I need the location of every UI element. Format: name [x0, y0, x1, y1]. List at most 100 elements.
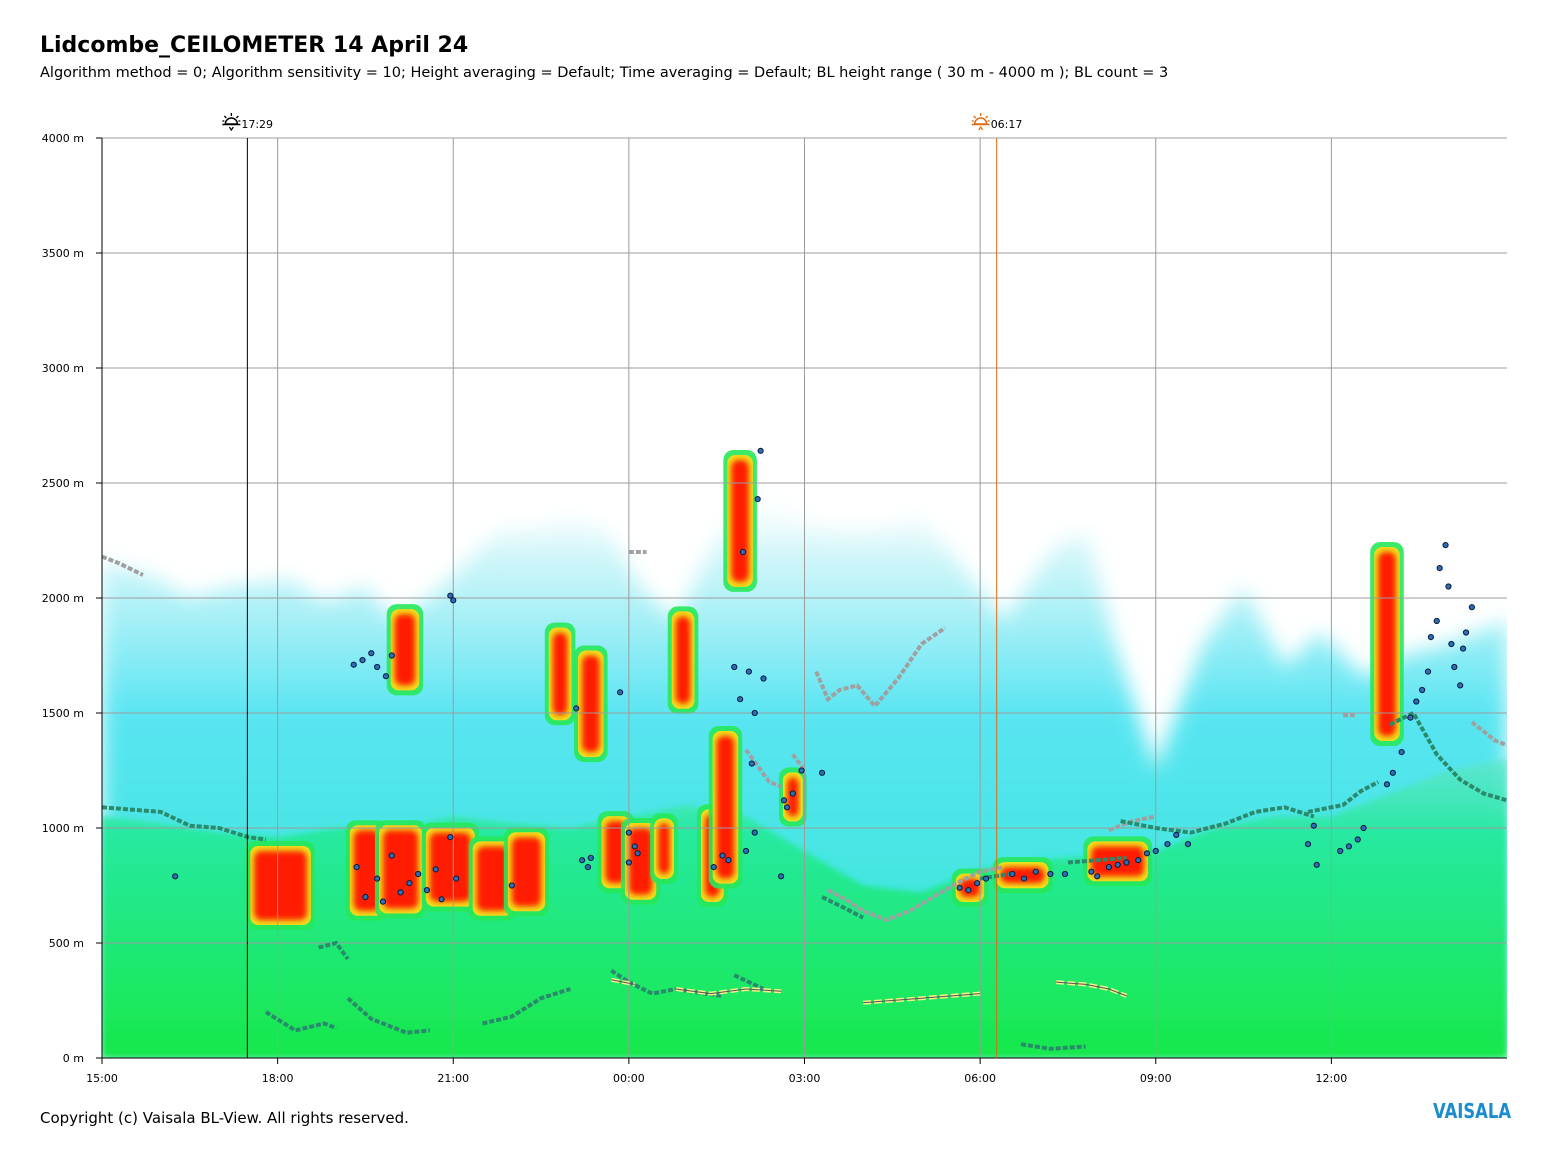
sunrise-icon-arrow: [979, 127, 983, 130]
cloud-base-marker: [1338, 848, 1343, 853]
cloud-base-marker: [1425, 669, 1430, 674]
cloud-base-marker: [416, 871, 421, 876]
cloud-base-marker: [1124, 860, 1129, 865]
cloud-base-marker: [439, 897, 444, 902]
x-tick-label: 21:00: [437, 1072, 469, 1085]
y-tick-label: 500 m: [49, 937, 84, 950]
cloud-base-marker: [351, 662, 356, 667]
sunset-icon-arrow: [229, 127, 233, 130]
copyright-text: Copyright (c) Vaisala BL-View. All right…: [40, 1109, 409, 1127]
cloud-base-marker: [1446, 584, 1451, 589]
cloud-base-marker: [588, 855, 593, 860]
x-tick-label: 00:00: [613, 1072, 645, 1085]
cloud-base-marker: [1463, 630, 1468, 635]
sunrise-icon: [972, 113, 990, 130]
x-tick-label: 18:00: [262, 1072, 294, 1085]
cloud-base-marker: [755, 497, 760, 502]
cloud-base-marker: [389, 853, 394, 858]
cloud-base-marker: [448, 835, 453, 840]
cloud-base-marker: [1434, 618, 1439, 623]
high-backscatter-patch: [395, 614, 415, 685]
cloud-base-marker: [1428, 635, 1433, 640]
cloud-base-marker: [635, 851, 640, 856]
cloud-base-marker: [1062, 871, 1067, 876]
cloud-base-marker: [509, 883, 514, 888]
high-backscatter-patch: [553, 633, 568, 716]
cloud-base-marker: [983, 876, 988, 881]
cloud-base-marker: [1165, 842, 1170, 847]
cloud-base-marker: [380, 899, 385, 904]
high-backscatter-patch: [383, 830, 418, 908]
sunrise-icon-disc: [975, 118, 987, 124]
cloud-base-marker: [369, 651, 374, 656]
cloud-base-marker: [1390, 770, 1395, 775]
high-backscatter-patch: [254, 851, 307, 920]
cloud-base-marker: [1144, 851, 1149, 856]
cloud-base-marker: [740, 549, 745, 554]
cloud-base-marker: [1414, 699, 1419, 704]
cloud-base-marker: [375, 876, 380, 881]
sunset-icon-disc: [225, 118, 237, 124]
cloud-base-marker: [1420, 687, 1425, 692]
y-tick-label: 3000 m: [42, 362, 84, 375]
cloud-base-marker: [749, 761, 754, 766]
cloud-base-marker: [617, 690, 622, 695]
cloud-base-marker: [1311, 823, 1316, 828]
cloud-base-marker: [743, 848, 748, 853]
cloud-base-marker: [1089, 869, 1094, 874]
cloud-base-marker: [758, 448, 763, 453]
y-tick-label: 4000 m: [42, 132, 84, 145]
cloud-base-marker: [1452, 664, 1457, 669]
high-backscatter-patch: [1378, 552, 1396, 736]
cloud-base-marker: [711, 865, 716, 870]
cloud-base-marker: [1458, 683, 1463, 688]
cloud-base-marker: [1033, 869, 1038, 874]
high-backscatter-patch: [512, 837, 541, 906]
cloud-base-marker: [1443, 543, 1448, 548]
cloud-base-marker: [819, 770, 824, 775]
cloud-base-marker: [626, 860, 631, 865]
high-backscatter-patch: [629, 828, 652, 895]
cloud-base-marker: [738, 697, 743, 702]
cloud-base-marker: [574, 706, 579, 711]
sunrise-icon-ray: [986, 116, 988, 118]
cloud-base-marker: [746, 669, 751, 674]
cloud-base-marker: [632, 844, 637, 849]
cloud-base-marker: [726, 858, 731, 863]
cloud-base-marker: [720, 853, 725, 858]
high-backscatter-patch: [582, 656, 600, 753]
cloud-base-marker: [957, 885, 962, 890]
sunset-icon-ray: [236, 116, 238, 118]
cloud-base-marker: [363, 894, 368, 899]
cloud-base-marker: [1115, 862, 1120, 867]
cloud-base-marker: [1361, 825, 1366, 830]
cloud-base-marker: [1095, 874, 1100, 879]
cloud-base-marker: [761, 676, 766, 681]
cloud-base-marker: [626, 830, 631, 835]
cloud-base-marker: [1174, 832, 1179, 837]
cloud-base-marker: [1346, 844, 1351, 849]
cloud-base-marker: [1355, 837, 1360, 842]
high-backscatter-patch: [676, 616, 691, 703]
cloud-base-marker: [354, 865, 359, 870]
cloud-base-marker: [375, 664, 380, 669]
cloud-base-marker: [1305, 842, 1310, 847]
x-tick-label: 03:00: [789, 1072, 821, 1085]
high-backscatter-patch: [658, 823, 670, 874]
cloud-base-marker: [173, 874, 178, 879]
cloud-base-marker: [966, 888, 971, 893]
sunset-icon-ray: [224, 116, 226, 118]
cloud-base-marker: [1021, 876, 1026, 881]
cloud-base-marker: [1314, 862, 1319, 867]
cloud-base-marker: [579, 858, 584, 863]
cloud-base-marker: [451, 598, 456, 603]
y-tick-label: 3500 m: [42, 247, 84, 260]
cloud-base-marker: [1153, 848, 1158, 853]
cloud-base-marker: [790, 791, 795, 796]
cloud-base-marker: [383, 674, 388, 679]
cloud-base-marker: [752, 710, 757, 715]
cloud-base-marker: [1460, 646, 1465, 651]
cloud-base-marker: [1449, 641, 1454, 646]
sunset-time-label: 17:29: [241, 118, 273, 131]
cloud-base-marker: [1384, 782, 1389, 787]
